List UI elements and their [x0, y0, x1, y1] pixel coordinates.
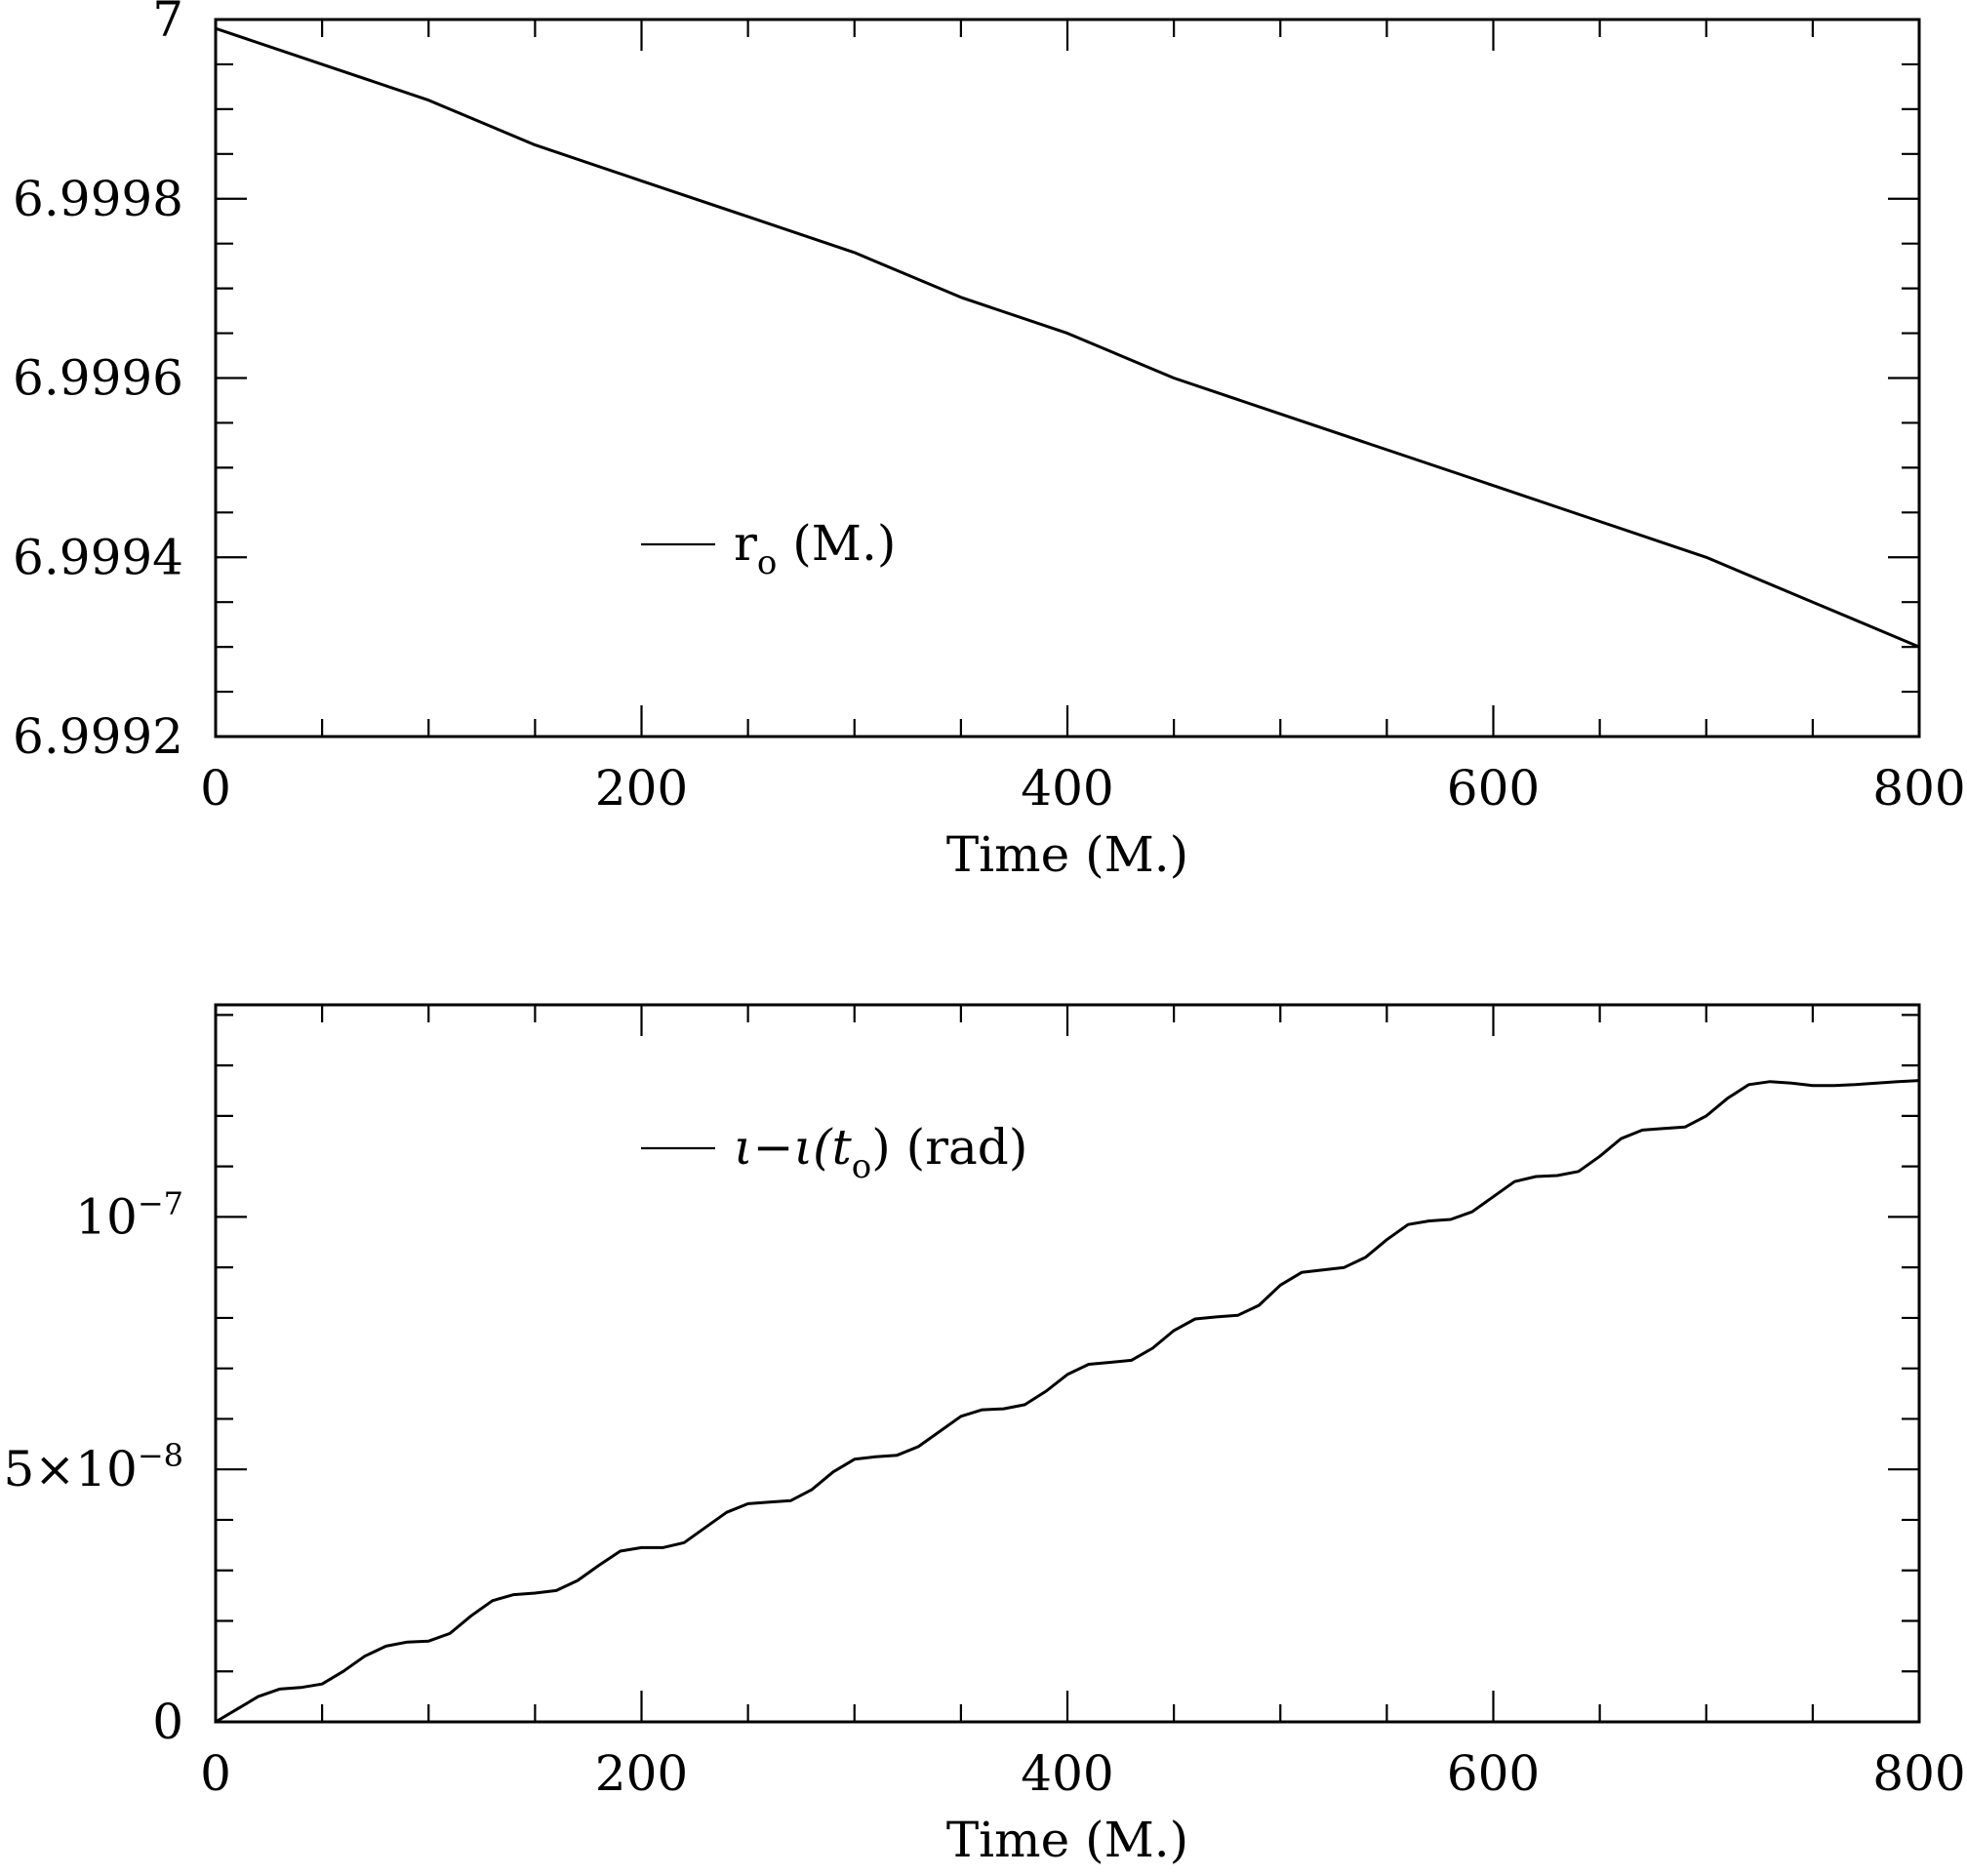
- top-x-tick-label: 600: [1447, 760, 1540, 817]
- bottom-y-tick-label-exponent: −8: [138, 1437, 183, 1474]
- bottom-x-tick-label: 800: [1872, 1745, 1965, 1802]
- bottom-y-tick-label-base: 5×10: [3, 1441, 137, 1497]
- top-series-line: [214, 26, 1921, 649]
- bottom-x-tick-label: 600: [1447, 1745, 1540, 1802]
- bottom-panel: 0 200 400 600 800 10−7 5×10−8 0 Time (M.) ι−ι(to)…: [3, 1003, 1966, 1868]
- legend-label-tail: ) (rad): [871, 1119, 1027, 1176]
- bottom-y-tick-label: 0: [152, 1694, 183, 1750]
- bottom-series-line: [214, 1079, 1921, 1724]
- legend-label-main: r: [734, 515, 757, 572]
- bottom-y-tick-label-base: 0: [152, 1694, 183, 1750]
- top-y-tick-label: 6.9994: [13, 529, 183, 585]
- bottom-legend: ι−ι(to) (rad): [641, 1119, 1027, 1186]
- top-legend: ro (M.): [641, 515, 896, 582]
- top-y-tick-label: 6.9996: [13, 350, 183, 407]
- bottom-y-tick-label-base: 10: [75, 1188, 138, 1245]
- bottom-x-tick-label: 200: [595, 1745, 688, 1802]
- bottom-legend-label: ι−ι(to) (rad): [734, 1119, 1027, 1186]
- bottom-x-tick-label: 400: [1021, 1745, 1113, 1802]
- top-y-tick-label: 6.9998: [13, 171, 183, 227]
- top-y-tick-label: 7: [152, 0, 183, 48]
- bottom-y-tick-label-exponent: −7: [138, 1184, 183, 1221]
- top-x-tick-label: 0: [200, 760, 231, 817]
- legend-label-tail: (M.): [777, 515, 896, 572]
- top-x-tick-label: 200: [595, 760, 688, 817]
- bottom-y-tick-label: 10−7: [75, 1184, 183, 1245]
- bottom-y-tick-label: 5×10−8: [3, 1437, 183, 1497]
- legend-label-symbol: ι−ι(t: [734, 1119, 853, 1176]
- bottom-x-axis-title: Time (M.): [946, 1812, 1188, 1868]
- bottom-x-tick-label: 0: [200, 1745, 231, 1802]
- top-plot-frame: [214, 18, 1921, 738]
- top-x-tick-label: 800: [1872, 760, 1965, 817]
- top-panel: 0 200 400 600 800 7 6.9998 6.9996 6.9994 6.9992 Ti…: [13, 0, 1966, 883]
- top-y-tick-label: 6.9992: [13, 708, 183, 765]
- top-legend-label: ro (M.): [734, 515, 896, 582]
- top-x-axis-title: Time (M.): [946, 826, 1188, 883]
- top-x-tick-label: 400: [1021, 760, 1113, 817]
- legend-label-subscript: o: [757, 543, 777, 582]
- legend-label-subscript: o: [852, 1147, 871, 1186]
